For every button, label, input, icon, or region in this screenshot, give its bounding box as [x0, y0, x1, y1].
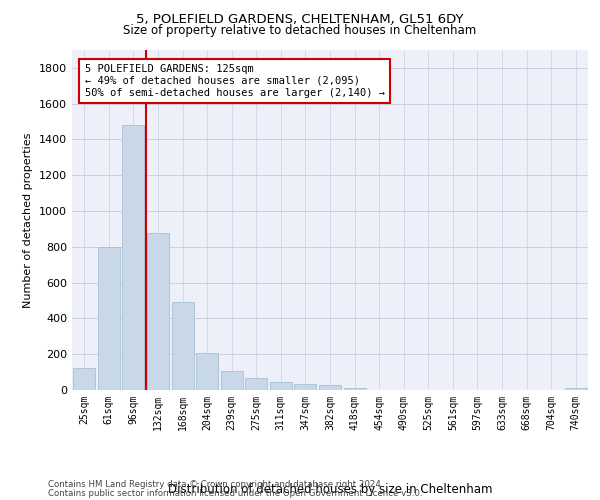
Bar [98, 247, 120, 390]
Bar [295, 384, 316, 390]
Text: Size of property relative to detached houses in Cheltenham: Size of property relative to detached ho… [124, 24, 476, 37]
Bar [147, 232, 169, 390]
Text: 5 POLEFIELD GARDENS: 125sqm
← 49% of detached houses are smaller (2,095)
50% of : 5 POLEFIELD GARDENS: 125sqm ← 49% of det… [85, 64, 385, 98]
Bar [221, 371, 243, 390]
Text: 5, POLEFIELD GARDENS, CHELTENHAM, GL51 6DY: 5, POLEFIELD GARDENS, CHELTENHAM, GL51 6… [136, 12, 464, 26]
Bar [245, 378, 268, 390]
Text: Contains public sector information licensed under the Open Government Licence v3: Contains public sector information licen… [48, 489, 422, 498]
Bar [122, 125, 145, 390]
Text: Contains HM Land Registry data © Crown copyright and database right 2024.: Contains HM Land Registry data © Crown c… [48, 480, 383, 489]
Bar [344, 388, 365, 390]
Y-axis label: Number of detached properties: Number of detached properties [23, 132, 34, 308]
Bar [565, 388, 587, 390]
Bar [172, 302, 194, 390]
Bar [196, 354, 218, 390]
Bar [270, 382, 292, 390]
Bar [73, 368, 95, 390]
X-axis label: Distribution of detached houses by size in Cheltenham: Distribution of detached houses by size … [168, 483, 492, 496]
Bar [319, 385, 341, 390]
